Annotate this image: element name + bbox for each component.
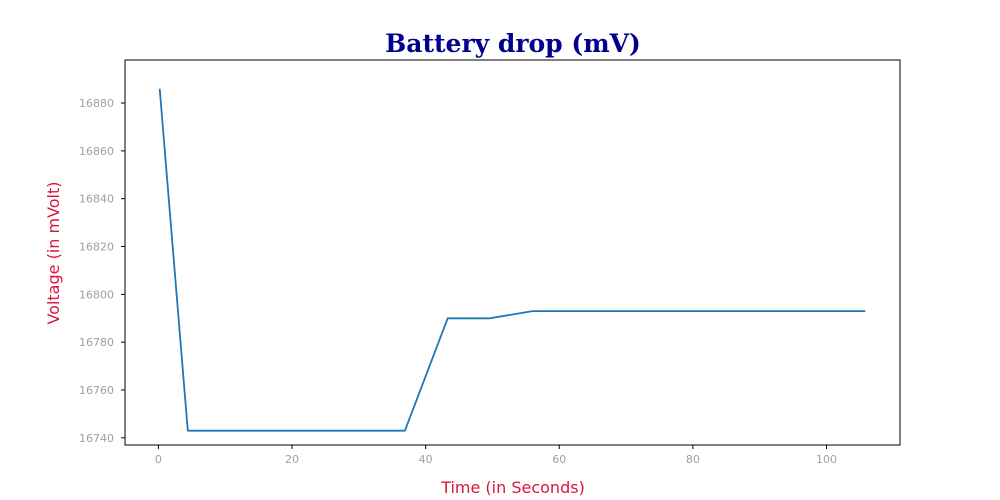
y-tick-label: 16800	[79, 288, 114, 301]
x-tick-label: 80	[686, 453, 700, 466]
plot-area	[124, 59, 901, 446]
y-tick-label: 16820	[79, 241, 114, 254]
y-tick-label: 16840	[79, 193, 114, 206]
y-axis-label: Voltage (in mVolt)	[44, 181, 63, 324]
voltage-series-line	[158, 88, 866, 432]
x-tick-label: 40	[419, 453, 433, 466]
x-tick-label: 0	[155, 453, 162, 466]
chart-title: Battery drop (mV)	[385, 29, 641, 58]
y-axis-ticks: 16740 16760 16780 16800 16820 16840 16860 16880	[79, 97, 125, 445]
y-tick-label: 16780	[79, 336, 114, 349]
x-axis-label: Time (in Seconds)	[440, 478, 585, 497]
x-tick-label: 60	[552, 453, 566, 466]
x-tick-label: 100	[816, 453, 837, 466]
y-tick-label: 16740	[79, 432, 114, 445]
series-layer	[158, 88, 866, 432]
x-axis-ticks: 0 20 40 60 80 100	[155, 445, 837, 466]
x-tick-label: 20	[285, 453, 299, 466]
y-tick-label: 16760	[79, 384, 114, 397]
y-tick-label: 16860	[79, 145, 114, 158]
y-tick-label: 16880	[79, 97, 114, 110]
